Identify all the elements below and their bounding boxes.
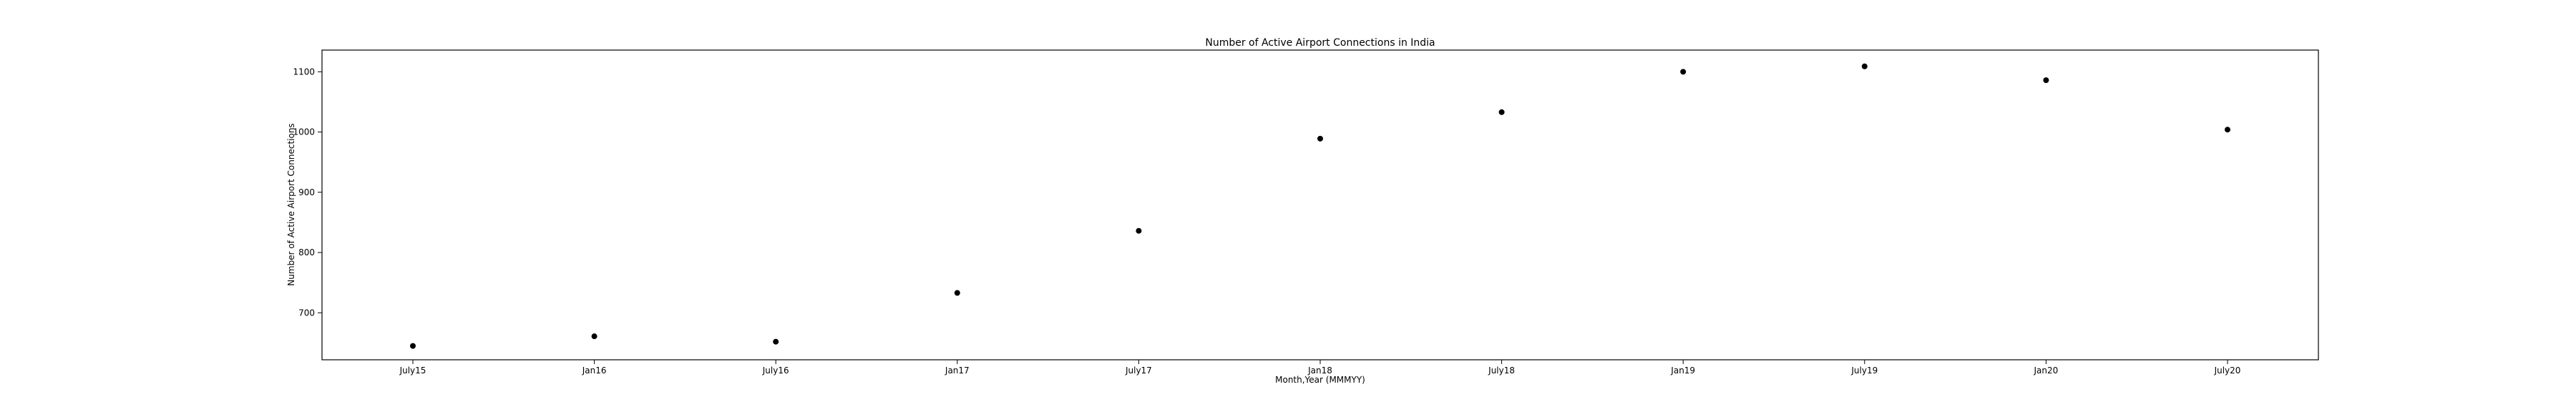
y-tick-label: 800 <box>298 247 315 258</box>
data-point <box>1136 227 1142 234</box>
x-tick-label: July17 <box>1125 366 1152 376</box>
x-tick-label: Jan16 <box>582 366 607 376</box>
y-axis: 700 800 900 1000 1100 <box>293 67 322 318</box>
data-point <box>954 290 960 296</box>
data-point <box>2225 127 2230 133</box>
x-axis: July15 Jan16 July16 Jan17 July17 Jan18 July18 J… <box>399 360 2241 376</box>
x-tick-label: Jan20 <box>2034 366 2059 376</box>
y-tick-label: 700 <box>298 308 315 318</box>
x-tick-label: July20 <box>2214 366 2241 376</box>
chart-title: Number of Active Airport Connections in … <box>1205 37 1435 49</box>
y-tick-label: 1100 <box>293 67 315 77</box>
x-tick-label: Jan18 <box>1307 366 1332 376</box>
x-tick-label: July16 <box>762 366 789 376</box>
x-tick-label: July18 <box>1488 366 1515 376</box>
y-tick-label: 900 <box>298 187 315 197</box>
data-point <box>1861 63 1868 69</box>
x-tick-label: July19 <box>1850 366 1878 376</box>
data-point <box>410 343 416 349</box>
data-point <box>1680 69 1687 75</box>
plot-frame <box>321 49 2319 360</box>
data-point <box>1498 109 1505 115</box>
x-axis-label: Month,Year (MMMYY) <box>1275 375 1365 385</box>
x-tick-label: July15 <box>399 366 426 376</box>
x-tick-label: Jan19 <box>1670 366 1695 376</box>
data-point <box>2043 77 2049 84</box>
data-point <box>591 333 597 340</box>
data-point <box>1317 135 1323 142</box>
data-points <box>410 63 2230 349</box>
y-tick-label: 1000 <box>293 127 315 137</box>
x-tick-label: Jan17 <box>945 366 970 376</box>
data-point <box>773 338 779 345</box>
y-axis-label: Number of Active Airport Connections <box>286 123 296 285</box>
